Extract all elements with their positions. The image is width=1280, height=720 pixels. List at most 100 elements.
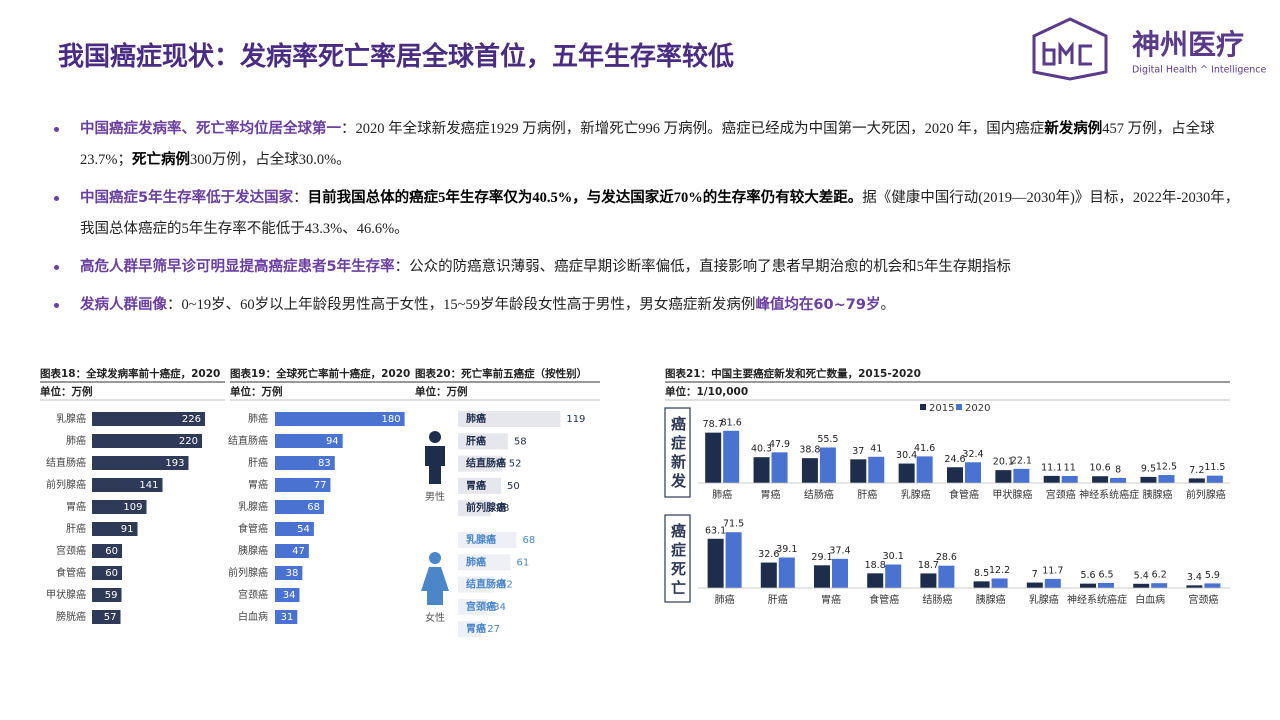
value-label: 6.5 [1098,569,1113,580]
bar [92,500,147,514]
value-label: 119 [566,414,585,425]
value-label: 7 [1032,569,1038,580]
bar [275,544,309,558]
category-label: 前列腺癌 [1186,488,1226,501]
bar [275,566,303,580]
value-label: 47 [292,546,305,557]
category-label: 宫颈癌 [56,544,86,557]
category-label: 结直肠癌 [466,578,506,591]
value-label: 38.8 [799,445,820,456]
value-label: 63.1 [705,525,726,536]
value-label: 141 [139,480,158,491]
category-label: 神经系统癌症 [1079,488,1139,501]
icon-body [425,446,445,484]
category-label: 肝癌 [857,488,877,501]
bar [725,532,742,588]
category-label: 白血病 [238,610,268,623]
value-label: 38 [497,503,510,514]
category-label: 胃癌 [66,500,86,513]
bar [1186,585,1203,588]
bullet-list: 中国癌症发病率、死亡率均位居全球第一：2020 年全球新发癌症1929 万病例，… [52,114,1252,328]
icon-head [429,431,441,443]
value-label: 11 [1064,462,1076,473]
bar [916,456,933,483]
bar [92,456,189,470]
bar [1140,476,1157,483]
bar [947,467,963,483]
bar [458,477,501,494]
category-label: 肝癌 [466,434,486,447]
bullet-text: 300万例，占全球30.0%。 [189,152,351,168]
value-label: 52 [509,459,522,470]
bar [275,610,298,624]
value-label: 41.6 [914,443,935,454]
slide-title: 我国癌症现状：发病率死亡率居全球首位，五年生存率较低 [58,42,735,72]
bullet: 高危人群早筛早诊可明显提高癌症患者5年生存率：公众的防癌意识薄弱、癌症早期诊断率… [52,252,1252,283]
bar [868,456,885,483]
category-label: 结肠癌 [804,488,834,501]
category-label: 肺癌 [248,412,268,425]
bar [995,470,1012,483]
group-name: 女性 [425,611,445,624]
value-label: 81.6 [721,417,742,428]
chart-unit: 单位：万例 [230,385,283,398]
category-label: 胃癌 [466,479,486,492]
value-label: 54 [297,524,310,535]
bullet-text: 中国癌症发病率、死亡率均位居全球第一 [80,121,341,137]
value-label: 22.1 [1011,455,1032,466]
category-label: 前列腺癌 [46,478,86,491]
bullet: 中国癌症发病率、死亡率均位居全球第一：2020 年全球新发癌症1929 万病例，… [52,114,1252,176]
category-label: 宫颈癌 [1046,488,1076,501]
bar [92,478,163,492]
category-label: 肺癌 [715,593,735,606]
value-label: 50 [507,481,520,492]
value-label: 68 [522,535,535,546]
value-label: 20.1 [993,457,1014,468]
bar [458,433,508,450]
category-label: 肝癌 [248,456,268,469]
legend-label: 2020 [965,403,990,414]
category-label: 乳腺癌 [56,412,86,425]
bar [819,447,836,483]
category-label: 胃癌 [248,478,268,491]
bar [275,500,324,514]
value-label: 24.6 [944,454,965,465]
bar [92,588,122,602]
bullet-text: ：2020 年全球新发癌症1929 万病例，新增死亡996 万病例。癌症已经成为… [341,121,1045,137]
panel-label-box [664,514,691,603]
bar [92,412,205,426]
value-label: 18.7 [918,560,939,571]
bar [1110,477,1127,483]
value-label: 58 [514,436,527,447]
bar [753,457,770,483]
category-label: 肺癌 [466,555,486,568]
bar [275,456,335,470]
bar [1151,583,1168,588]
bar [1092,476,1109,483]
value-label: 30.1 [883,551,904,562]
bar [1204,583,1221,588]
bar [965,462,981,483]
chart-unit: 单位：1/10,000 [665,385,748,398]
value-label: 5.6 [1080,570,1095,581]
bar [778,557,795,588]
value-label: 8 [1115,464,1121,475]
chart-title: 图表18：全球发病率前十癌症，2020 [40,367,220,380]
bar [973,581,990,588]
bullet-text: 目前我国总体的癌症5年生存率仅为40.5%，与发达国家近70%的生存率仍有较大差… [307,190,863,206]
bar [1188,478,1205,483]
category-label: 结直肠癌 [228,434,268,447]
legend-swatch [956,404,962,410]
value-label: 37.4 [829,545,850,556]
value-label: 11.7 [1042,565,1063,576]
bar [1061,475,1078,483]
value-label: 60 [105,546,118,557]
bar [458,576,495,593]
bullet-text: ： [293,190,308,206]
value-label: 10.6 [1090,463,1111,474]
bar [458,532,517,548]
bar [458,411,561,427]
value-label: 42 [500,580,513,591]
bar [92,434,202,448]
value-label: 39.1 [776,544,797,555]
